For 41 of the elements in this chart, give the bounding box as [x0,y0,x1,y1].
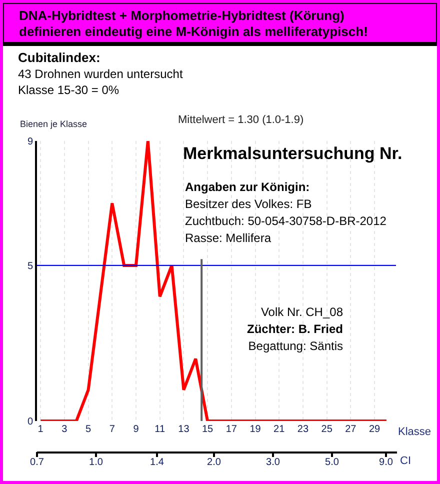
text: 2.0 [207,457,221,468]
x-tick-label: 23 [297,424,309,435]
annotation: Rasse: Mellifera [185,231,272,245]
annotation: Begattung: Säntis [248,339,343,353]
x-axis-title: Klasse [398,426,432,438]
x-tick-label: 3 [62,424,68,435]
annotation: Angaben zur Königin: [185,180,310,194]
y-tick-label: 5 [27,260,34,272]
x-tick-label: 25 [321,424,333,435]
annotation: Zuchtbuch: 50-054-30758-D-BR-2012 [185,214,386,228]
y-tick-label: 9 [27,136,34,148]
x-tick-label: 27 [345,424,357,435]
text: 0.7 [30,457,44,468]
text: 9.0 [379,457,393,468]
text: Mittelwert = 1.30 (1.0-1.9) [178,114,304,126]
x-tick-label: 9 [133,424,140,435]
x2-axis-title: CI [400,455,411,467]
chart-title: DNA-Hybridtest + Morphometrie-Hybridtest (Körung) definieren eindeutig eine M-Königin als melliferatypisch! [19,8,368,40]
text: Cubitalindex: [18,50,100,65]
x-tick-label: 15 [202,424,214,435]
text: 43 Drohnen wurden untersucht [18,67,183,81]
annotation: Besitzer des Volkes: FB [185,197,312,211]
text: Klasse 15-30 = 0% [18,83,120,97]
y-axis-title: Bienen je Klasse [20,119,88,129]
text: 5.0 [325,457,339,468]
annotation: Merkmalsuntersuchung Nr. [183,144,402,164]
x-tick-label: 5 [86,424,92,435]
x-tick-label: 21 [274,424,286,435]
y-tick-label: 0 [27,416,34,428]
x-tick-label: 13 [178,424,190,435]
text: 1.0 [89,457,103,468]
x-tick-label: 19 [250,424,262,435]
annotation: Züchter: B. Fried [246,322,343,336]
x-tick-label: 7 [109,424,116,435]
x-tick-label: 29 [368,424,381,435]
x-tick-label: 17 [226,424,238,435]
text: 3.0 [266,457,280,468]
x-tick-label: 11 [154,424,166,435]
annotation: Volk Nr. CH_08 [260,305,343,319]
text: 1.4 [150,457,164,468]
x-tick-label: 1 [38,424,44,435]
